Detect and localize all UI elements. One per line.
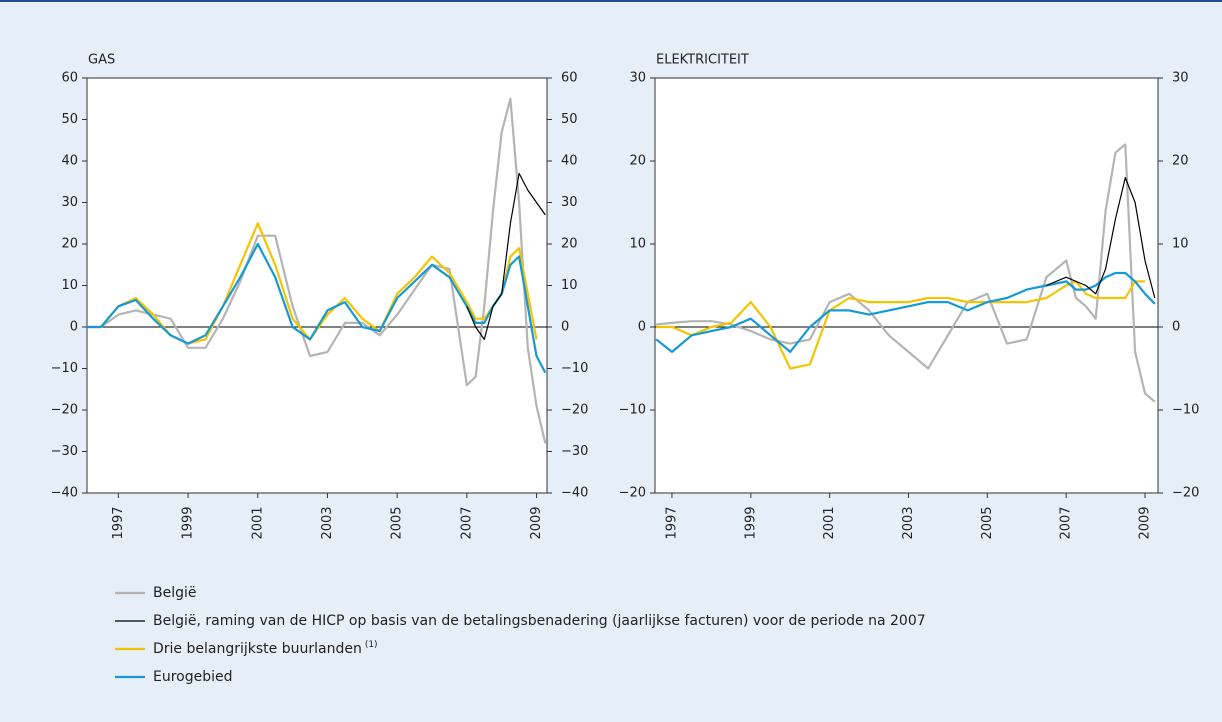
- y-tick-label: 20: [61, 237, 78, 252]
- y2-tick-label: 0: [1172, 320, 1180, 335]
- y2-tick-label: 10: [1172, 237, 1189, 252]
- x-tick-label: 2001: [250, 506, 265, 539]
- x-tick-label: 1997: [111, 506, 126, 539]
- y-tick-label: 10: [629, 237, 646, 252]
- x-tick-label: 1999: [743, 506, 758, 539]
- legend: België België, raming van de HICP op basi…: [115, 585, 926, 685]
- y-tick-label: −20: [51, 403, 78, 418]
- y-tick-label: 50: [61, 112, 78, 127]
- y2-tick-label: −20: [1172, 486, 1199, 501]
- y-tick-label: 0: [638, 320, 646, 335]
- y2-tick-label: −10: [561, 361, 588, 376]
- series-line: [656, 143, 1156, 403]
- x-tick-label: 2001: [822, 506, 837, 539]
- legend-label: België: [153, 585, 197, 601]
- y-tick-label: 10: [61, 278, 78, 293]
- y2-tick-label: −30: [561, 444, 588, 459]
- y2-tick-label: 60: [561, 71, 578, 86]
- y2-tick-label: −40: [561, 486, 588, 501]
- y-tick-label: −10: [619, 403, 646, 418]
- y2-tick-label: 0: [561, 320, 569, 335]
- y-tick-label: 30: [61, 195, 78, 210]
- panel-title: GAS: [88, 53, 115, 68]
- y2-tick-label: 40: [561, 154, 578, 169]
- series-line: [656, 280, 1145, 370]
- y2-tick-label: 20: [1172, 154, 1189, 169]
- y-tick-label: −30: [51, 444, 78, 459]
- legend-label: Eurogebied: [153, 669, 233, 685]
- x-tick-label: 2009: [1137, 506, 1152, 539]
- y2-tick-label: 50: [561, 112, 578, 127]
- y2-tick-label: 20: [561, 237, 578, 252]
- y2-tick-label: 10: [561, 278, 578, 293]
- plot-area: [86, 77, 548, 494]
- plot-area: [654, 77, 1159, 494]
- series-line: [1046, 177, 1156, 299]
- y-tick-label: 40: [61, 154, 78, 169]
- series-line: [466, 172, 546, 340]
- y2-tick-label: 30: [1172, 71, 1189, 86]
- x-tick-label: 2003: [320, 506, 335, 539]
- series-line: [655, 271, 1156, 353]
- legend-footnote: (1): [365, 640, 378, 650]
- y-tick-label: −40: [51, 486, 78, 501]
- x-tick-label: 2009: [529, 506, 544, 539]
- y2-tick-label: −20: [561, 403, 588, 418]
- x-tick-label: 2005: [390, 506, 405, 539]
- y2-tick-label: 30: [561, 195, 578, 210]
- legend-label: Drie belangrijkste buurlanden (1): [153, 640, 378, 658]
- legend-label: België, raming van de HICP op basis van …: [153, 613, 926, 629]
- top-rule: [0, 0, 1222, 2]
- y-tick-label: −20: [619, 486, 646, 501]
- x-tick-label: 1999: [181, 506, 196, 539]
- y-tick-label: 60: [61, 71, 78, 86]
- y-tick-label: 30: [629, 71, 646, 86]
- y-tick-label: 0: [70, 320, 78, 335]
- x-tick-label: 2007: [1059, 506, 1074, 539]
- y2-tick-label: −10: [1172, 403, 1199, 418]
- x-tick-label: 2003: [901, 506, 916, 539]
- y-tick-label: 20: [629, 154, 646, 169]
- series-line: [87, 97, 547, 444]
- y-tick-label: −10: [51, 361, 78, 376]
- panel-title: ELEKTRICITEIT: [656, 53, 749, 68]
- x-tick-label: 1997: [664, 506, 679, 539]
- x-tick-label: 2005: [980, 506, 995, 539]
- x-tick-label: 2007: [459, 506, 474, 539]
